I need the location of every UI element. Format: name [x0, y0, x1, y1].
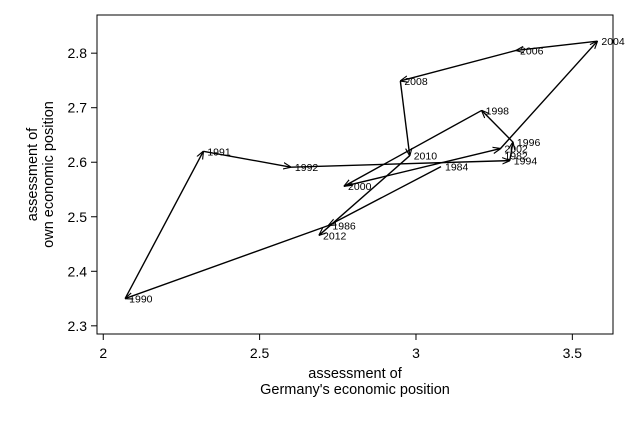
plot-frame: [96, 14, 614, 335]
point-label: 1998: [486, 105, 510, 117]
y-axis-title: own economic position: [41, 101, 57, 248]
y-tick-label: 2.8: [68, 45, 88, 61]
point-label: 1994: [514, 156, 538, 168]
point-label: 2010: [414, 151, 438, 163]
point-label: 1992: [295, 162, 319, 174]
trajectory-arrow: [124, 151, 203, 299]
point-label: 1984: [445, 162, 469, 174]
trajectory-arrow: [125, 224, 329, 298]
trajectory-arrow: [516, 40, 598, 50]
trajectory-arrow: [319, 155, 411, 236]
point-label: 2004: [601, 36, 625, 48]
x-tick-label: 3.5: [563, 345, 583, 361]
point-label: 2000: [348, 181, 372, 193]
trajectory-arrow: [400, 49, 517, 81]
point-label: 1991: [207, 146, 231, 158]
y-tick-label: 2.6: [68, 154, 88, 170]
y-axis-title: assessment of: [25, 127, 41, 221]
point-label: 1990: [129, 294, 153, 306]
trajectory-arrow: [344, 109, 482, 186]
point-label: 2006: [520, 45, 544, 57]
point-label: 2012: [323, 230, 347, 242]
trajectory-arrow: [482, 110, 514, 143]
y-tick-label: 2.7: [68, 100, 88, 116]
trajectory-arrow: [343, 149, 500, 187]
x-axis-title: Germany's economic position: [260, 382, 450, 398]
trajectory-arrow: [203, 150, 291, 167]
point-label: 2002: [504, 144, 528, 156]
x-tick-label: 2.5: [250, 345, 270, 361]
trajectory-arrow: [328, 165, 442, 226]
trajectory-arrow: [499, 41, 597, 150]
y-tick-label: 2.3: [68, 318, 88, 334]
y-tick-label: 2.5: [68, 209, 88, 225]
trajectory-arrow: [510, 142, 513, 161]
trajectory-arrow: [399, 80, 409, 156]
x-tick-label: 3: [412, 345, 420, 361]
point-label: 1996: [517, 137, 541, 149]
point-label: 1986: [332, 220, 356, 232]
point-label: 2008: [404, 76, 428, 88]
x-tick-label: 2: [99, 345, 107, 361]
x-axis-title: assessment of: [308, 366, 402, 382]
y-tick-label: 2.4: [68, 263, 88, 279]
point-label: 1982: [504, 151, 528, 163]
